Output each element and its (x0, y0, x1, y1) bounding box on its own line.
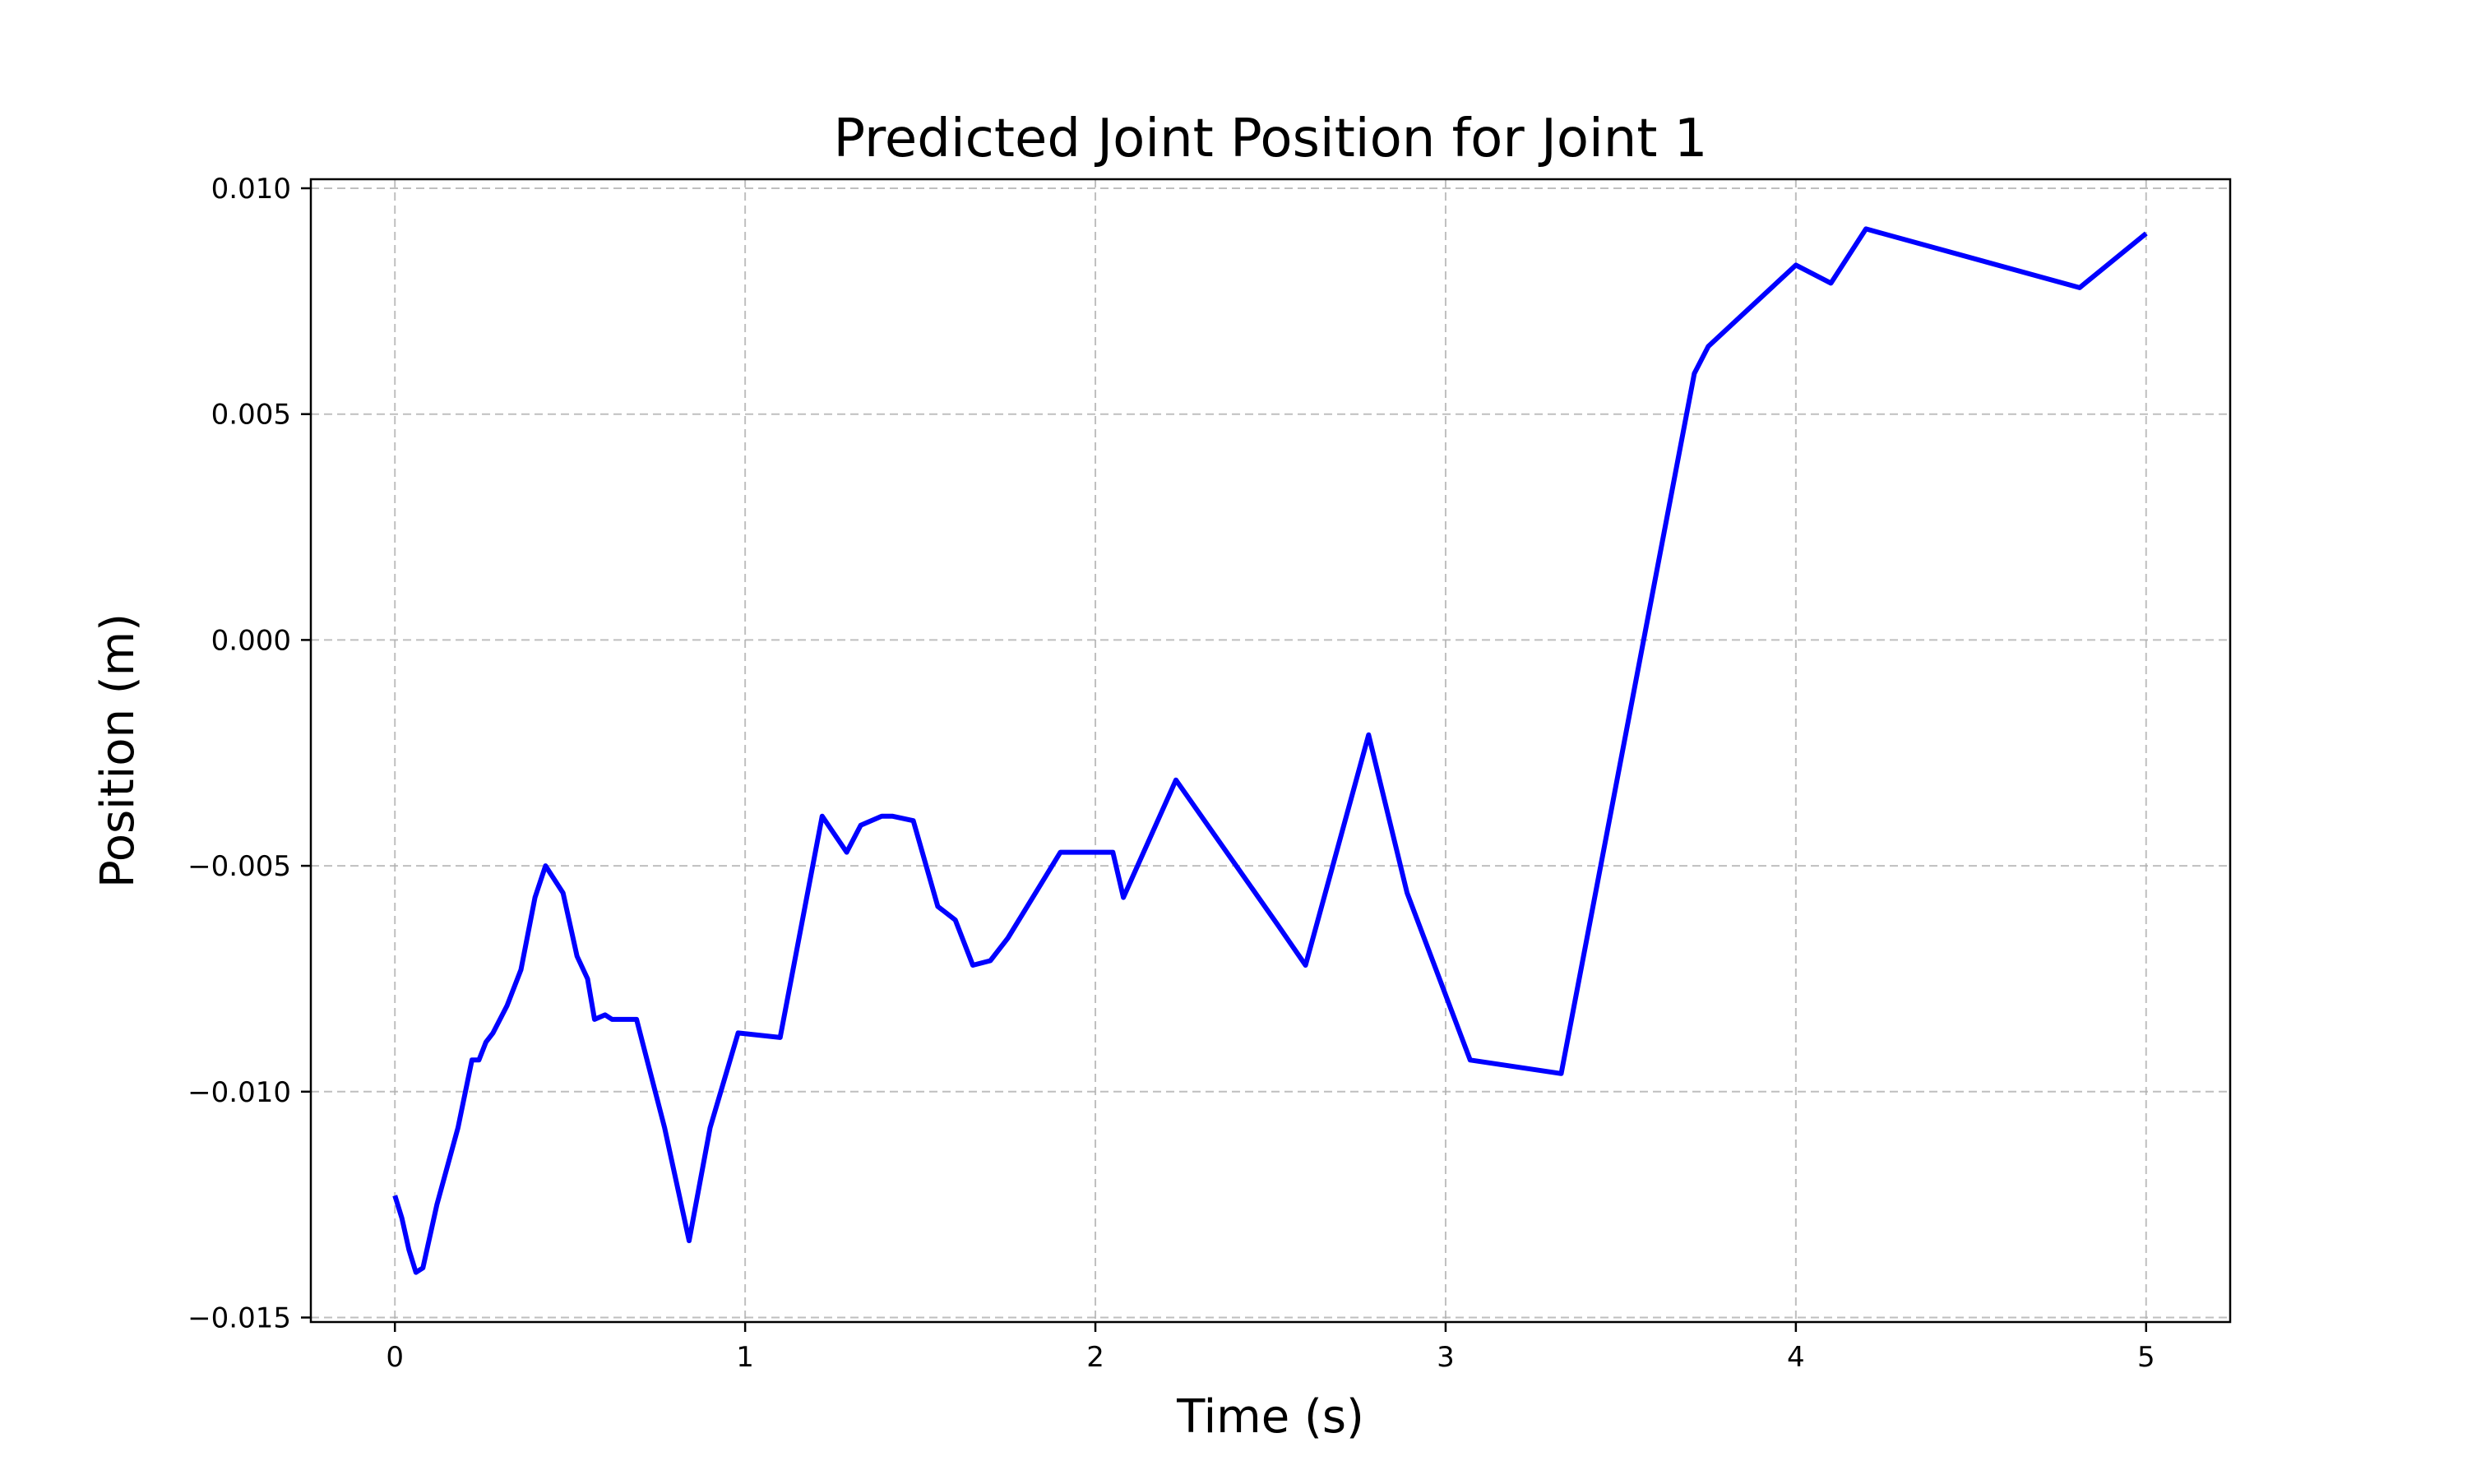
plot-area-frame (309, 178, 2232, 1324)
y-tick-label: −0.015 (187, 1302, 291, 1335)
y-axis-label: Position (m) (91, 613, 145, 888)
x-tick-label: 2 (1086, 1341, 1104, 1374)
x-tick-label: 4 (1787, 1341, 1805, 1374)
x-axis-label: Time (s) (1176, 1390, 1364, 1444)
gridlines (311, 179, 2230, 1322)
x-tick-label: 1 (736, 1341, 754, 1374)
series-layer (392, 226, 2148, 1275)
y-tick-label: 0.000 (211, 624, 291, 657)
x-tick-label: 3 (1437, 1341, 1455, 1374)
y-tick-label: −0.005 (187, 850, 291, 883)
axis-ticks: 0 1 2 3 4 5 −0.015 −0.010 −0.005 0.000 0.005 0.010 (187, 173, 2155, 1374)
chart-title: Predicted Joint Position for Joint 1 (834, 109, 1708, 169)
y-tick-label: 0.005 (211, 399, 291, 432)
x-tick-label: 5 (2137, 1341, 2155, 1374)
x-tick-label: 0 (386, 1341, 404, 1374)
y-tick-label: −0.010 (187, 1076, 291, 1109)
y-tick-label: 0.010 (211, 173, 291, 206)
series-line (392, 226, 2148, 1275)
